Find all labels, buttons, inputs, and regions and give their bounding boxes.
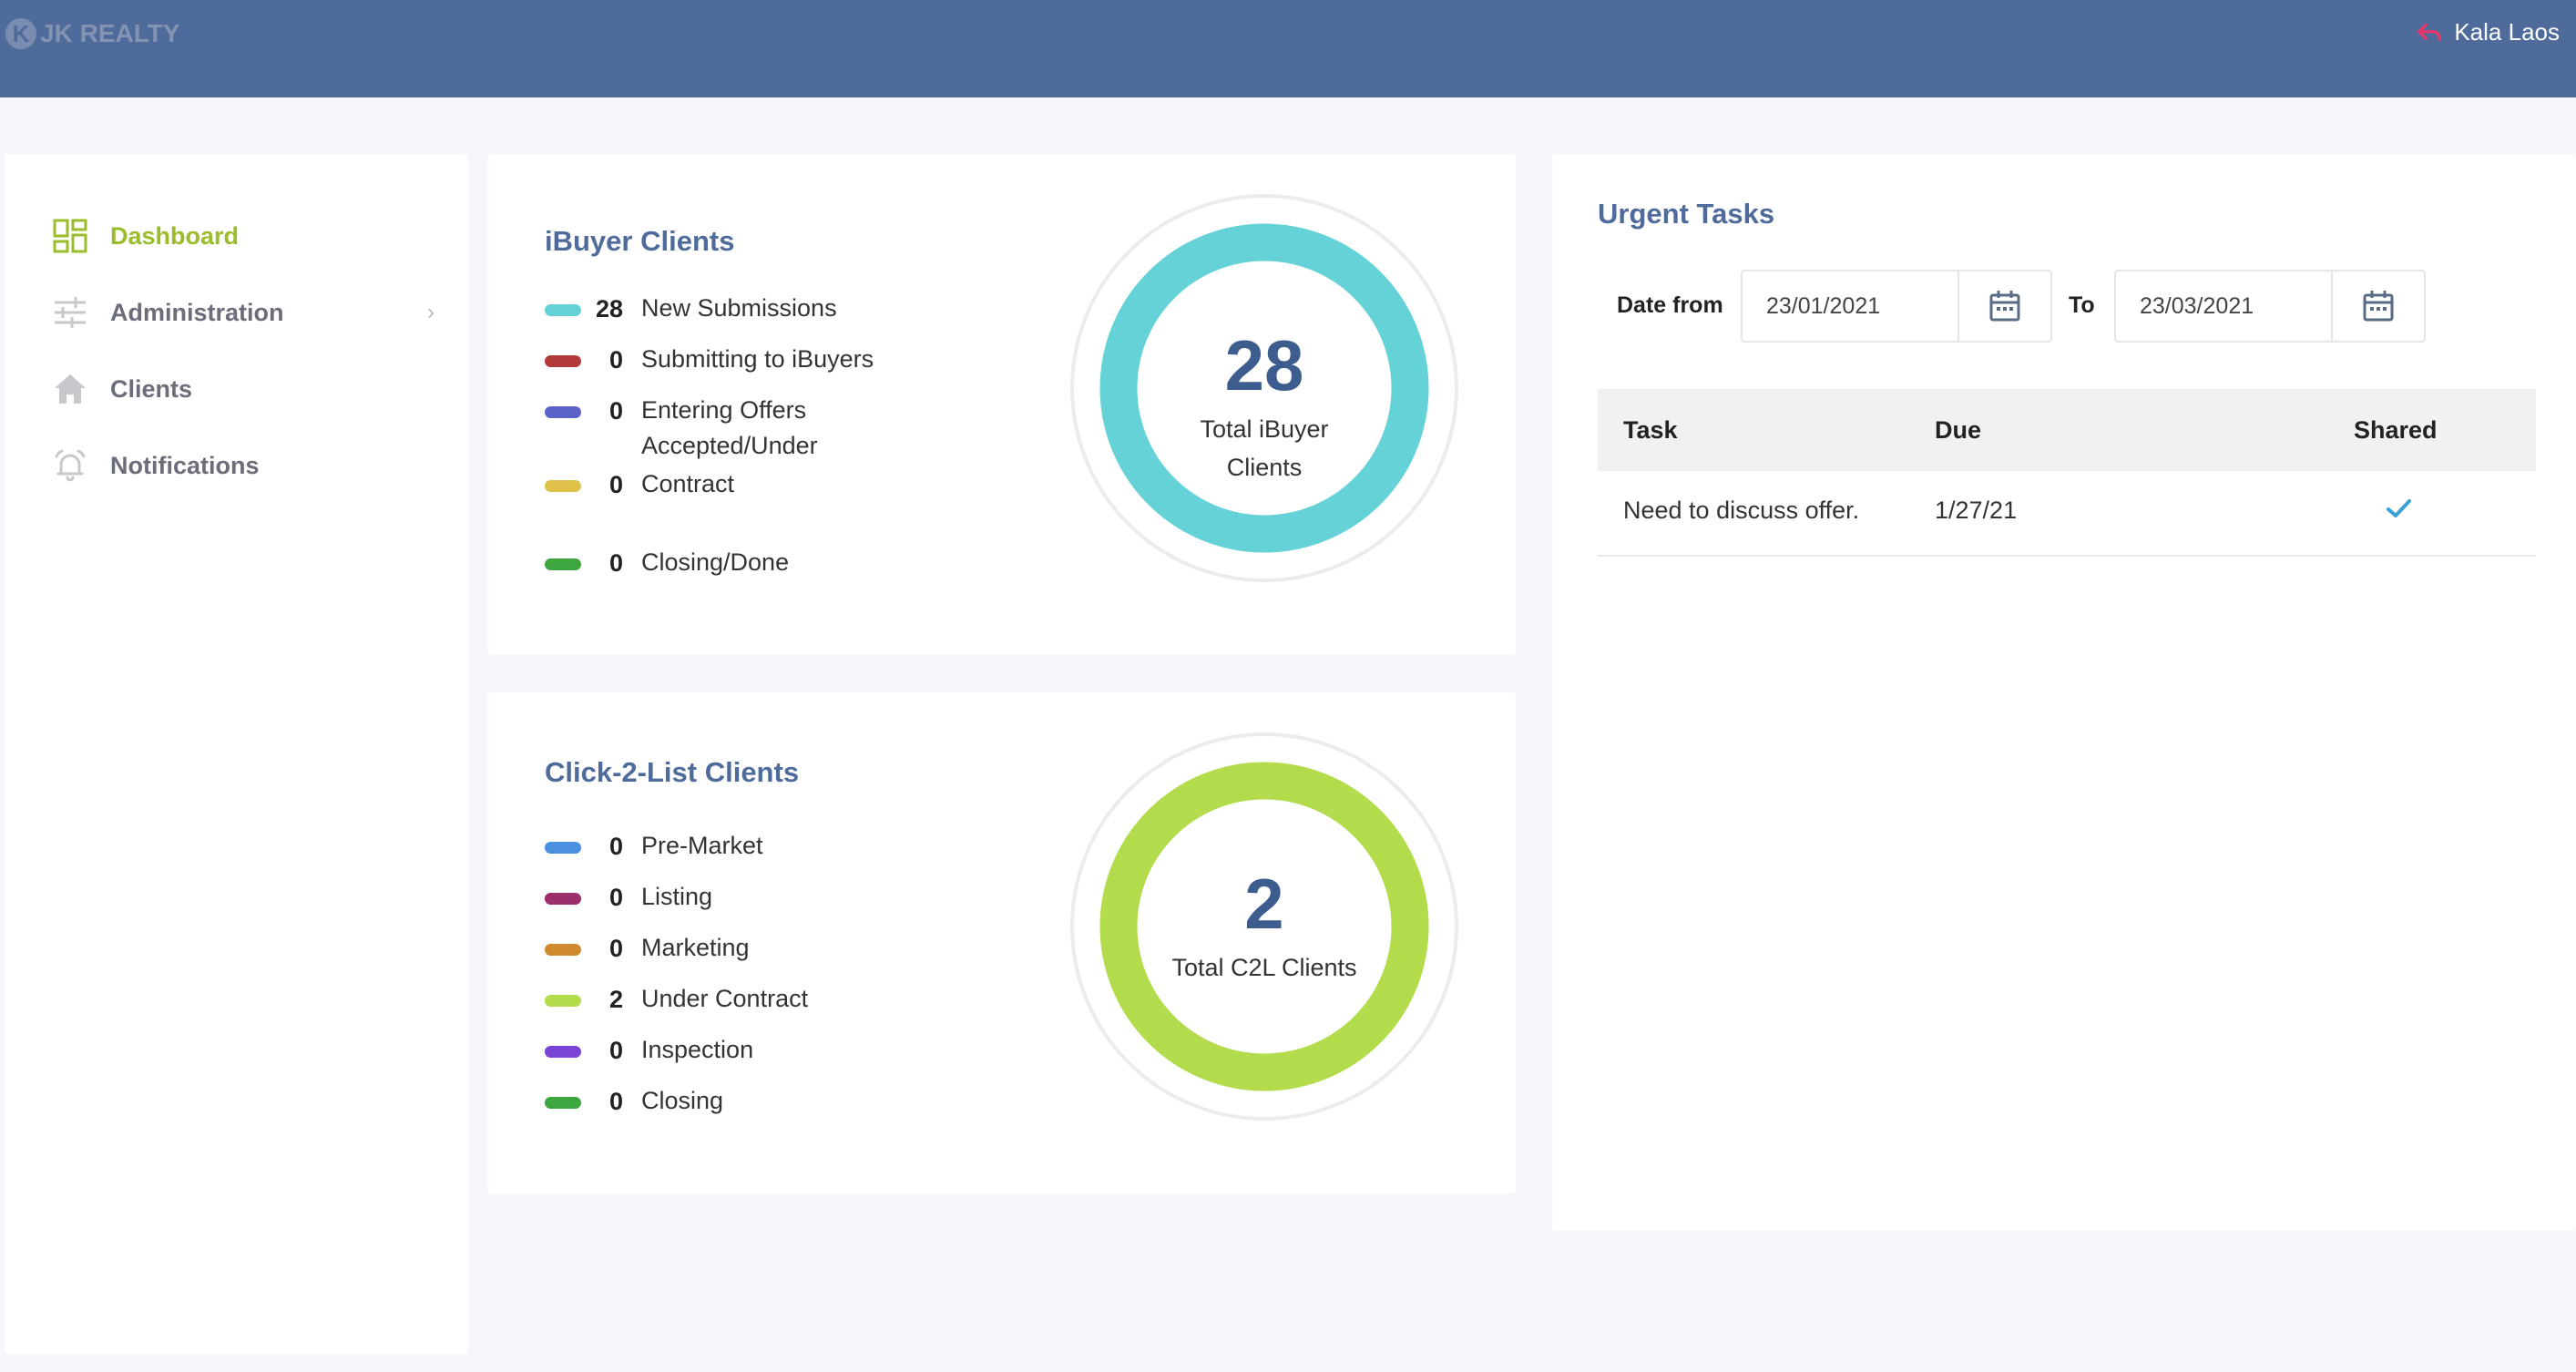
legend-value: 0 [608,471,623,498]
legend-value: 0 [608,1037,623,1064]
legend-label: Submitting to iBuyers [641,345,874,373]
logo-mark: K [5,18,36,49]
sidebar-item-label: Dashboard [110,221,240,250]
legend-swatch [545,1097,581,1109]
legend-item: 0 Listing [545,883,712,916]
legend-item: 0 Inspection [545,1036,753,1069]
legend-label: Entering Offers [641,396,807,424]
ibuyer-donut-chart: 28 Total iBuyer Clients [1068,192,1460,584]
date-to-picker [2114,270,2426,343]
legend-value: 0 [608,549,623,577]
legend-label: Under Contract [641,985,809,1012]
undo-arrow-icon [2418,23,2442,41]
card-title: iBuyer Clients [545,225,735,257]
check-icon [2383,493,2414,530]
legend-label: Marketing [641,934,750,961]
urgent-tasks-card: Urgent Tasks Date from To Task Due Share… [1552,154,2576,1231]
legend-label: Closing/Done [641,548,790,576]
legend-value: 0 [608,397,623,425]
ibuyer-clients-card: iBuyer Clients 28 New Submissions 0 Subm… [487,154,1516,655]
ibuyer-total-label: Total iBuyer Clients [1200,415,1329,481]
legend-label: Accepted/Under Contract [641,432,818,497]
legend-item: 0 Closing/Done [545,548,789,581]
calendar-icon [2363,291,2394,322]
legend-item: 0 Pre-Market [545,832,763,865]
c2l-total-label: Total C2L Clients [1171,954,1357,981]
sidebar-item-clients[interactable]: Clients [52,366,434,412]
urgent-tasks-table: Task Due Shared Need to discuss offer. 1… [1598,389,2536,557]
legend-item: 0 Marketing [545,934,750,967]
legend-swatch [545,304,581,316]
alarm-bell-icon [55,449,86,482]
date-from-picker [1741,270,2052,343]
sidebar-item-label: Administration [110,298,284,326]
legend-swatch [545,558,581,570]
legend-value: 0 [608,935,623,962]
legend-swatch [545,355,581,367]
legend-value: 0 [608,1088,623,1115]
column-header-task[interactable]: Task [1623,416,1678,444]
legend-swatch [545,1046,581,1058]
calendar-icon [1989,291,2020,322]
column-header-due[interactable]: Due [1935,416,1982,444]
card-title: Click-2-List Clients [545,756,800,788]
table-row[interactable]: Need to discuss offer. 1/27/21 [1598,471,2536,557]
legend-value: 2 [608,986,623,1013]
legend-item: 2 Under Contract [545,985,808,1018]
legend-item: 0 Submitting to iBuyers [545,345,874,378]
date-from-input[interactable] [1766,293,1948,320]
date-to-calendar-button[interactable] [2331,271,2424,341]
legend-swatch [545,480,581,492]
sidebar: Dashboard Administration › Clients Notif… [5,154,468,1354]
legend-label: Closing [641,1087,724,1114]
click2list-clients-card: Click-2-List Clients 0 Pre-Market 0 List… [487,692,1516,1193]
legend-item: 28 New Submissions [545,294,837,327]
date-to-input[interactable] [2140,293,2322,320]
brand-name: JK REALTY [40,19,180,47]
legend-label: New Submissions [641,294,837,322]
legend-item: 0 Entering Offers [545,396,806,429]
legend-swatch [545,406,581,418]
c2l-total-value: 2 [1244,864,1284,944]
legend-value: 0 [608,884,623,911]
due-cell: 1/27/21 [1935,497,2018,524]
sidebar-item-administration[interactable]: Administration › [52,290,434,335]
table-header: Task Due Shared [1598,389,2536,471]
legend-label: Pre-Market [641,832,763,859]
legend-swatch [545,944,581,956]
date-to-label: To [2069,292,2095,318]
user-name: Kala Laos [2454,18,2560,46]
house-icon [55,374,86,404]
legend-value: 0 [608,833,623,860]
legend-swatch [545,893,581,905]
sidebar-item-label: Clients [110,374,193,403]
date-from-calendar-button[interactable] [1958,271,2050,341]
date-from-label: Date from [1617,292,1723,318]
top-bar: K JK REALTY Kala Laos [0,0,2576,97]
sidebar-item-notifications[interactable]: Notifications [52,443,434,488]
task-cell: Need to discuss offer. [1623,497,1860,524]
legend-swatch [545,995,581,1007]
legend-label: Listing [641,883,713,910]
chevron-right-icon: › [427,300,434,324]
sliders-icon [55,297,86,328]
card-title: Urgent Tasks [1598,198,1775,230]
c2l-donut-chart: 2 Total C2L Clients [1068,731,1460,1122]
legend-label: Inspection [641,1036,754,1063]
legend-value: 0 [608,346,623,374]
legend-swatch [545,842,581,854]
sidebar-item-dashboard[interactable]: Dashboard [52,213,434,259]
column-header-shared[interactable]: Shared [2354,416,2438,444]
legend-item: 0 Accepted/Under Contract [545,432,851,503]
sidebar-item-label: Notifications [110,451,260,479]
ibuyer-total-value: 28 [1224,325,1304,405]
dashboard-grid-icon [53,219,87,253]
user-menu[interactable]: Kala Laos [2416,18,2560,46]
legend-item: 0 Closing [545,1087,723,1120]
brand-logo[interactable]: K JK REALTY [5,18,180,49]
legend-value: 28 [595,295,623,323]
